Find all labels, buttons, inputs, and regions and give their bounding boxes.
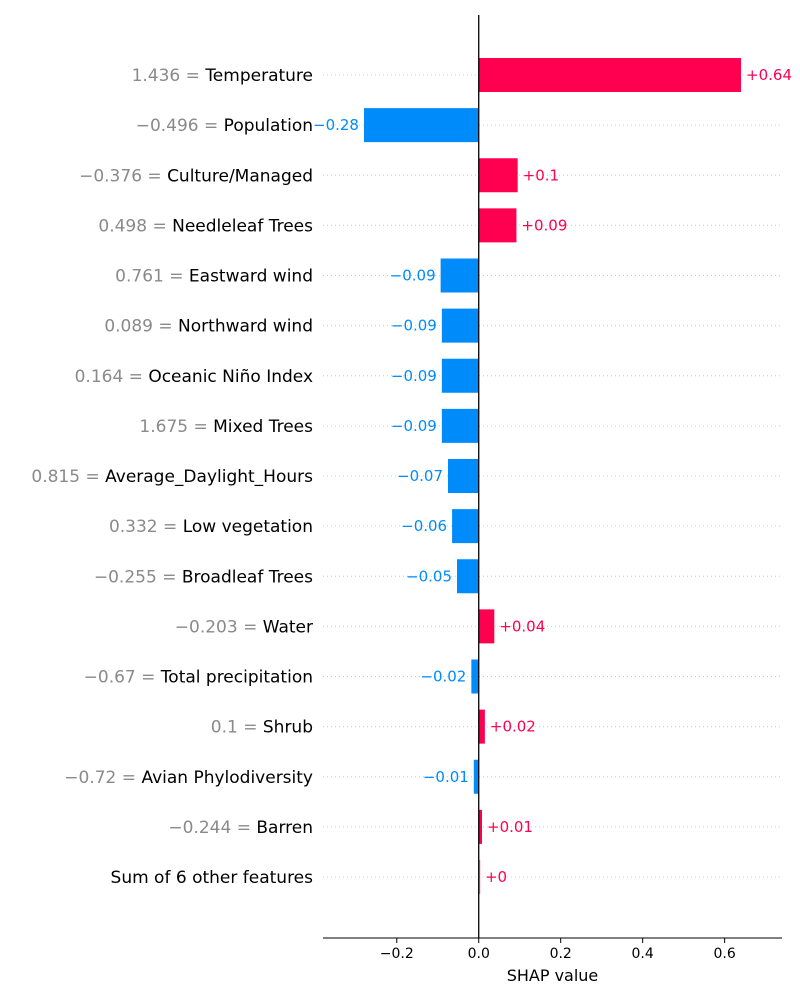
feature-name: Water bbox=[263, 617, 313, 637]
x-tick-label: 0.2 bbox=[550, 946, 572, 962]
shap-value-label: +0.09 bbox=[521, 216, 567, 234]
feature-label: 0.815 = Average_Daylight_Hours bbox=[31, 467, 313, 487]
feature-name: Average_Daylight_Hours bbox=[105, 467, 313, 487]
shap-value-label: −0.05 bbox=[406, 567, 452, 585]
shap-value-label: −0.09 bbox=[390, 267, 436, 285]
shap-value-label: +0.01 bbox=[487, 818, 533, 836]
x-axis-title: SHAP value bbox=[507, 966, 599, 985]
feature-name: Mixed Trees bbox=[213, 417, 313, 437]
shap-value-label: −0.09 bbox=[391, 367, 437, 385]
shap-value-label: +0 bbox=[485, 868, 507, 886]
feature-label: 1.675 = Mixed Trees bbox=[139, 417, 313, 437]
feature-name: Culture/Managed bbox=[167, 166, 313, 186]
x-tick-label: 0.6 bbox=[713, 946, 735, 962]
shap-bar bbox=[471, 659, 479, 694]
feature-labels: 1.436 = Temperature−0.496 = Population−0… bbox=[31, 66, 313, 888]
feature-name: Broadleaf Trees bbox=[182, 567, 313, 587]
feature-label: 0.1 = Shrub bbox=[211, 718, 313, 738]
shap-value-label: +0.02 bbox=[490, 718, 536, 736]
shap-value-label: +0.1 bbox=[523, 166, 559, 184]
shap-bar bbox=[447, 459, 479, 493]
shap-bar bbox=[457, 559, 479, 594]
shap-bar bbox=[363, 108, 479, 143]
shap-value-label: −0.02 bbox=[420, 668, 466, 686]
feature-label: −0.244 = Barren bbox=[168, 818, 313, 838]
shap-bar bbox=[473, 759, 479, 794]
feature-label: Sum of 6 other features bbox=[111, 868, 314, 888]
x-tick-label: 0.4 bbox=[632, 946, 654, 962]
shap-value-label: −0.01 bbox=[423, 768, 469, 786]
feature-label: 0.761 = Eastward wind bbox=[115, 267, 313, 287]
feature-label: −0.67 = Total precipitation bbox=[84, 668, 313, 688]
feature-label: −0.376 = Culture/Managed bbox=[79, 166, 313, 186]
shap-bar bbox=[478, 58, 742, 92]
shap-value-label: +0.04 bbox=[499, 617, 545, 635]
feature-value-text: 0.164 = bbox=[75, 367, 149, 387]
shap-bar bbox=[478, 208, 517, 243]
shap-value-label: −0.06 bbox=[401, 517, 447, 535]
shap-value-label: −0.09 bbox=[391, 417, 437, 435]
feature-name: Oceanic Niño Index bbox=[148, 367, 313, 387]
feature-value-text: −0.255 = bbox=[94, 567, 182, 587]
feature-value-text: 0.761 = bbox=[115, 267, 189, 287]
x-axis: −0.2 0.0 0.2 0.4 0.6 bbox=[323, 15, 782, 962]
shap-bar bbox=[478, 809, 483, 844]
feature-value-text: 0.089 = bbox=[104, 317, 178, 337]
shap-value-label: −0.09 bbox=[391, 317, 437, 335]
shap-bar bbox=[452, 509, 479, 544]
feature-name: Needleleaf Trees bbox=[172, 216, 313, 236]
feature-label: 0.332 = Low vegetation bbox=[109, 517, 313, 537]
feature-name: Shrub bbox=[263, 718, 313, 738]
shap-value-label: −0.07 bbox=[397, 467, 443, 485]
x-tick-label: 0.0 bbox=[468, 946, 490, 962]
value-labels: +0.64 −0.28 +0.1 +0.09 −0.09 −0.09 −0.09 −0.09 −… bbox=[313, 66, 792, 886]
feature-name: Avian Phylodiversity bbox=[141, 768, 313, 788]
feature-value-text: 0.332 = bbox=[109, 517, 183, 537]
feature-label: 1.436 = Temperature bbox=[132, 66, 313, 86]
feature-name: Northward wind bbox=[178, 317, 313, 337]
feature-value-text: 1.675 = bbox=[139, 417, 213, 437]
shap-bar bbox=[478, 158, 518, 193]
shap-value-label: +0.64 bbox=[746, 66, 792, 84]
x-tick-label: −0.2 bbox=[380, 946, 414, 962]
feature-label: 0.498 = Needleleaf Trees bbox=[98, 216, 313, 236]
feature-label: −0.496 = Population bbox=[136, 116, 313, 136]
feature-name: Population bbox=[224, 116, 313, 136]
feature-value-text: −0.72 = bbox=[64, 768, 141, 788]
shap-value-label: −0.28 bbox=[313, 116, 359, 134]
feature-name: Total precipitation bbox=[160, 668, 313, 688]
feature-label: −0.72 = Avian Phylodiversity bbox=[64, 768, 313, 788]
feature-value-text: −0.496 = bbox=[136, 116, 224, 136]
shap-bar bbox=[478, 709, 485, 744]
feature-value-text: −0.376 = bbox=[79, 166, 167, 186]
shap-bar bbox=[478, 860, 481, 894]
feature-value-text: −0.67 = bbox=[84, 668, 161, 688]
feature-name: Sum of 6 other features bbox=[111, 868, 314, 888]
feature-value-text: 0.1 = bbox=[211, 718, 263, 738]
feature-value-text: −0.244 = bbox=[168, 818, 256, 838]
feature-value-text: 1.436 = bbox=[132, 66, 206, 86]
feature-label: 0.089 = Northward wind bbox=[104, 317, 313, 337]
feature-name: Low vegetation bbox=[183, 517, 313, 537]
shap-bar bbox=[441, 308, 479, 343]
shap-bar bbox=[441, 408, 479, 443]
feature-label: 0.164 = Oceanic Niño Index bbox=[75, 367, 313, 387]
bars bbox=[363, 58, 742, 894]
feature-name: Eastward wind bbox=[189, 267, 313, 287]
shap-bar bbox=[441, 358, 479, 393]
gridlines bbox=[323, 74, 782, 878]
feature-name: Barren bbox=[256, 818, 313, 838]
shap-bar bbox=[478, 609, 495, 644]
feature-label: −0.203 = Water bbox=[175, 617, 313, 637]
feature-label: −0.255 = Broadleaf Trees bbox=[94, 567, 313, 587]
feature-value-text: −0.203 = bbox=[175, 617, 263, 637]
feature-value-text: 0.815 = bbox=[31, 467, 105, 487]
shap-bar bbox=[440, 258, 479, 293]
feature-value-text: 0.498 = bbox=[98, 216, 172, 236]
feature-name: Temperature bbox=[204, 66, 313, 86]
